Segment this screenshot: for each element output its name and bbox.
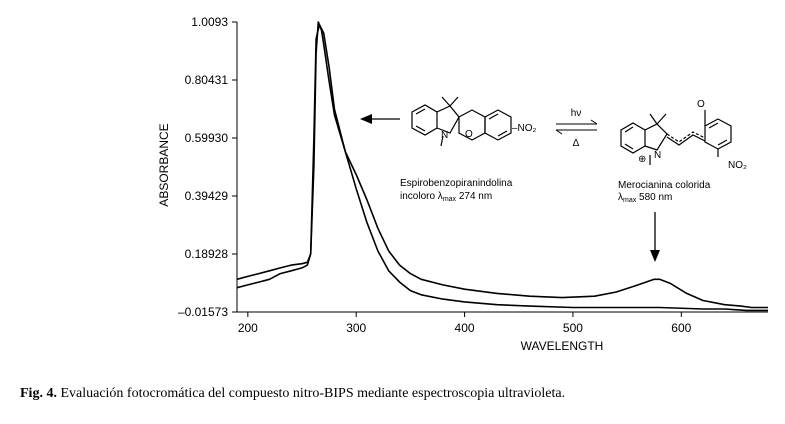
spiropyran-structure bbox=[411, 96, 512, 147]
closed-n-label: N bbox=[441, 130, 448, 141]
open-form-lambda: λmax 580 nm bbox=[618, 192, 672, 204]
open-form-arrow-head bbox=[650, 250, 660, 262]
forward-arrow-barb bbox=[590, 119, 598, 125]
y-tick-label: 0.39429 bbox=[185, 189, 229, 203]
x-tick-label: 600 bbox=[671, 321, 691, 335]
series-line-2 bbox=[236, 23, 768, 312]
series-line-1 bbox=[236, 21, 768, 309]
y-ticks: –0.01573 0.18928 0.39429 0.59930 0.80431 1.00… bbox=[178, 15, 237, 319]
x-tick-label: 200 bbox=[238, 321, 258, 335]
reverse-arrow-barb bbox=[555, 129, 563, 135]
y-tick-label: –0.01573 bbox=[178, 305, 228, 319]
x-ticks: 200 300 400 500 600 bbox=[238, 312, 692, 335]
open-n-label: N bbox=[654, 150, 661, 161]
caption-label: Fig. 4. bbox=[20, 386, 57, 401]
x-tick-label: 500 bbox=[563, 321, 583, 335]
merocyanine-structure bbox=[620, 110, 732, 165]
y-tick-label: 1.0093 bbox=[191, 15, 228, 29]
x-tick-label: 300 bbox=[346, 321, 366, 335]
open-o-minus-label: O bbox=[697, 99, 705, 110]
y-axis-title: ABSORBANCE bbox=[157, 123, 171, 206]
y-tick-label: 0.59930 bbox=[185, 131, 229, 145]
closed-form-lambda: incoloro λmax 274 nm bbox=[400, 191, 492, 203]
figure-caption: Fig. 4. Evaluación fotocromática del com… bbox=[20, 386, 565, 402]
forward-label: hν bbox=[571, 108, 582, 119]
series-group bbox=[236, 21, 768, 312]
y-tick-label: 0.80431 bbox=[185, 73, 229, 87]
y-tick-label: 0.18928 bbox=[185, 247, 229, 261]
x-axis-title: WAVELENGTH bbox=[521, 339, 604, 353]
closed-no2-label: –NO₂ bbox=[512, 123, 537, 134]
closed-o-label: O bbox=[465, 129, 473, 140]
x-tick-label: 400 bbox=[455, 321, 475, 335]
closed-form-name: Espirobenzopiranindolina bbox=[400, 178, 513, 189]
open-form-name: Merocianina colorida bbox=[618, 180, 711, 191]
open-plus-label: ⊕ bbox=[638, 154, 646, 165]
absorbance-chart: 200 300 400 500 600 –0.01573 0.18928 0.39429 0.… bbox=[157, 15, 768, 353]
reverse-label: Δ bbox=[573, 138, 580, 149]
closed-form-arrow-head bbox=[360, 114, 372, 124]
open-no2-label: NO₂ bbox=[728, 160, 747, 171]
caption-text: Evaluación fotocromática del compuesto n… bbox=[56, 386, 566, 401]
